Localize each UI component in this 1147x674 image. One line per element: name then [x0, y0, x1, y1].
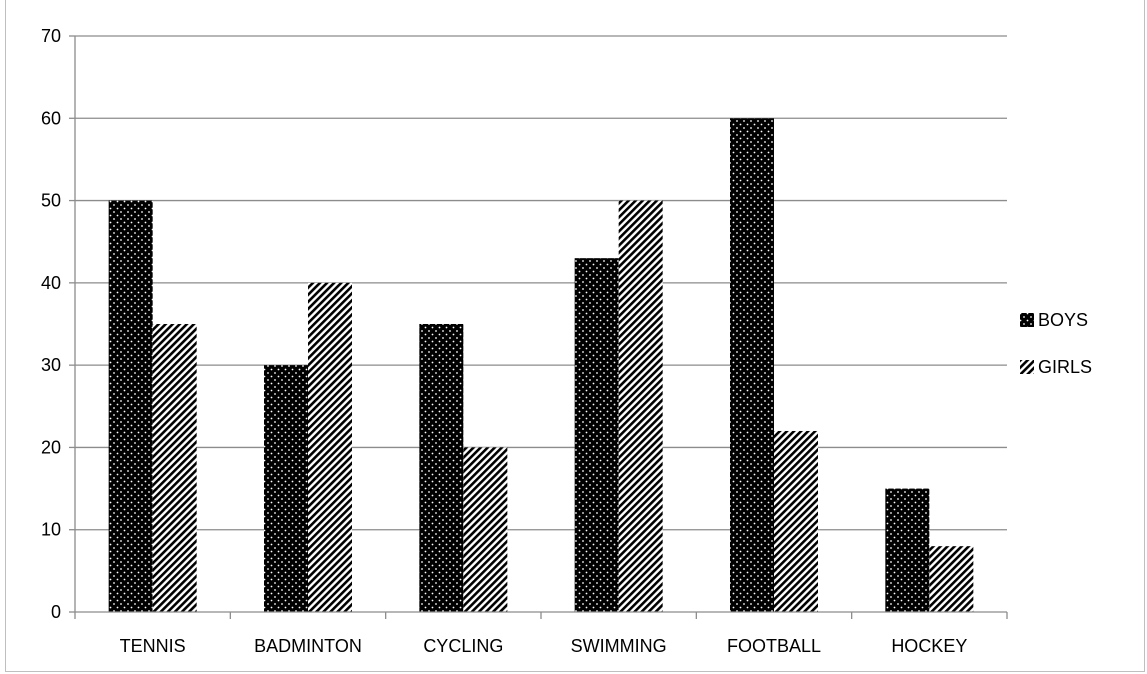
bar-boys-cycling: [419, 324, 464, 612]
y-tick-label: 60: [41, 108, 61, 128]
legend: BOYS GIRLS: [1020, 310, 1092, 377]
x-tick-label: BADMINTON: [254, 636, 362, 656]
bar-girls-football: [774, 430, 818, 612]
chart-frame: [5, 0, 1145, 672]
x-tick-label: HOCKEY: [891, 636, 967, 656]
y-tick-label: 10: [41, 520, 61, 540]
y-tick-label: 0: [51, 602, 61, 622]
y-tick-label: 30: [41, 355, 61, 375]
bar-boys-hockey: [885, 488, 930, 612]
x-tick-label: FOOTBALL: [727, 636, 821, 656]
bar-boys-football: [730, 118, 774, 613]
axes: [69, 35, 1008, 619]
x-tick-label: TENNIS: [120, 636, 186, 656]
legend-swatch-boys: [1020, 313, 1034, 327]
bar-girls-cycling: [463, 447, 508, 612]
gridlines: [75, 35, 1007, 531]
x-tick-label: CYCLING: [423, 636, 503, 656]
legend-label-girls: GIRLS: [1038, 357, 1092, 377]
legend-label-boys: BOYS: [1038, 310, 1088, 330]
y-tick-label: 20: [41, 437, 61, 457]
bar-girls-tennis: [152, 324, 197, 612]
bars: [108, 118, 974, 613]
x-tick-label: SWIMMING: [571, 636, 667, 656]
y-tick-label: 40: [41, 273, 61, 293]
bar-girls-badminton: [308, 282, 352, 612]
bar-boys-badminton: [264, 365, 308, 612]
legend-swatch-girls: [1020, 360, 1034, 374]
y-axis-labels: 0 10 20 30 40 50 60 70: [41, 26, 61, 622]
bar-boys-swimming: [574, 258, 619, 612]
y-tick-label: 70: [41, 26, 61, 46]
bar-girls-hockey: [929, 546, 974, 612]
x-axis-labels: TENNIS BADMINTON CYCLING SWIMMING FOOTBALL HO…: [120, 636, 968, 656]
bar-boys-tennis: [108, 200, 153, 613]
bar-girls-swimming: [618, 200, 663, 613]
y-tick-label: 50: [41, 191, 61, 211]
